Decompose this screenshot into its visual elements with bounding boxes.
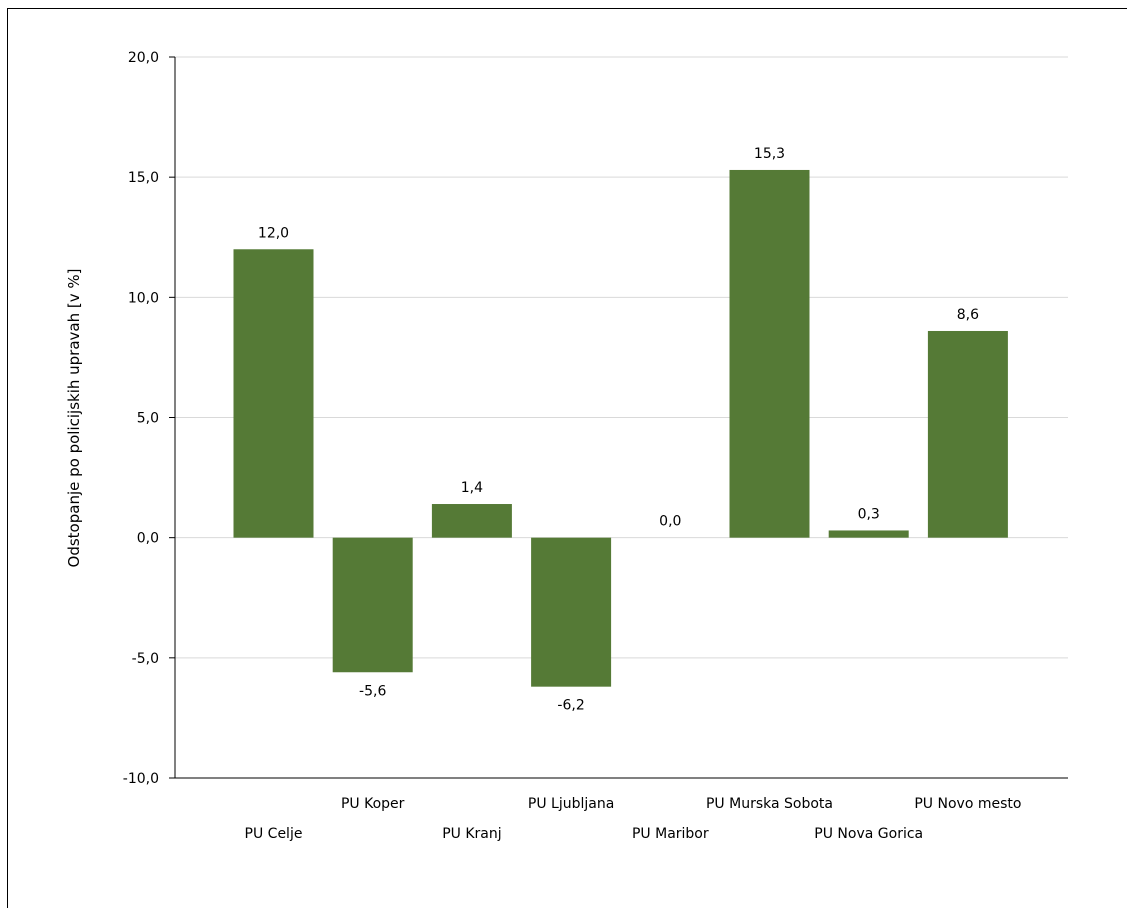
y-tick-label: 20,0 <box>128 50 159 66</box>
data-label: 0,3 <box>858 506 880 522</box>
bar <box>729 169 810 538</box>
data-label: -5,6 <box>359 683 386 699</box>
data-label: 12,0 <box>258 225 289 241</box>
x-category-label: PU Nova Gorica <box>814 826 923 842</box>
y-tick-label: 0,0 <box>137 531 159 547</box>
category-labels: PU Celje PU Koper PU Kranj PU Ljubljana PU M… <box>245 796 1022 842</box>
x-category-label: PU Novo mesto <box>914 796 1021 812</box>
bar <box>332 537 413 673</box>
gridlines <box>175 56 1068 659</box>
x-category-label: PU Celje <box>245 826 303 842</box>
bar <box>927 330 1008 538</box>
x-category-label: PU Kranj <box>442 826 501 842</box>
y-tick-label: 10,0 <box>128 290 159 306</box>
bar <box>233 249 314 538</box>
chart-frame <box>7 8 1127 908</box>
bars <box>233 169 1008 687</box>
x-category-label: PU Maribor <box>632 826 709 842</box>
y-axis-title: Odstopanje po policijskih upravah [v %] <box>65 269 83 568</box>
bar <box>828 530 909 538</box>
y-tick-label: 15,0 <box>128 170 159 186</box>
data-label: 15,3 <box>754 146 785 162</box>
y-tick-labels: 20,0 15,0 10,0 5,0 0,0 -5,0 -10,0 <box>123 50 175 787</box>
y-tick-label: 5,0 <box>137 411 159 427</box>
data-label: 8,6 <box>957 307 979 323</box>
bar <box>531 537 612 687</box>
y-tick-label: -10,0 <box>123 771 159 787</box>
data-label: -6,2 <box>557 698 584 714</box>
y-tick-label: -5,0 <box>132 651 159 667</box>
data-labels: 12,0 -5,6 1,4 -6,2 0,0 15,3 0,3 8,6 <box>258 146 979 714</box>
x-category-label: PU Ljubljana <box>528 796 614 812</box>
data-label: 0,0 <box>659 514 681 530</box>
data-label: 1,4 <box>461 480 483 496</box>
x-category-label: PU Murska Sobota <box>706 796 833 812</box>
x-category-label: PU Koper <box>341 796 405 812</box>
bar <box>431 504 512 538</box>
